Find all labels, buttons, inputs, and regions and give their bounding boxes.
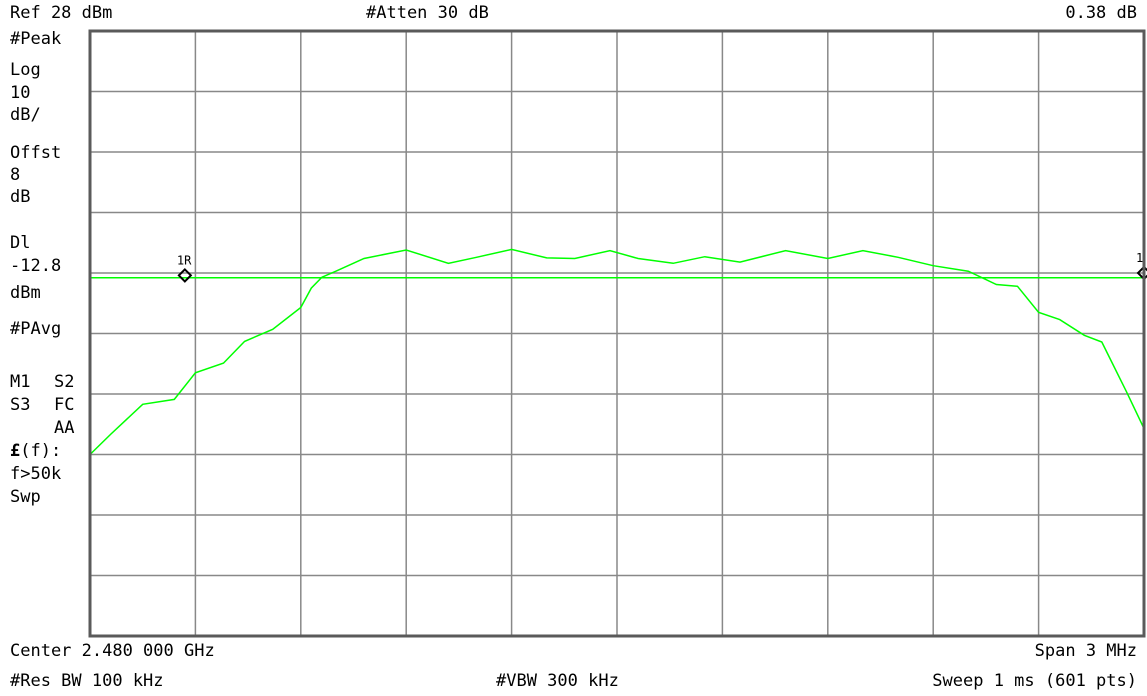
marker-delta-readout: 0.38 dB xyxy=(1065,3,1137,23)
marker-label-1: 1R xyxy=(177,253,192,267)
scale-type: Log xyxy=(10,60,41,80)
averaging-label: #PAvg xyxy=(10,319,62,339)
sweep-mode-label: Swp xyxy=(10,487,41,507)
center-frequency: Center 2.480 000 GHz xyxy=(10,641,215,661)
offset-unit: dB xyxy=(10,187,31,207)
marker-label-2: 1 xyxy=(1136,251,1143,265)
span: Span 3 MHz xyxy=(1034,641,1137,661)
aa-label: AA xyxy=(54,418,75,438)
display-line-label: Dl xyxy=(10,233,31,253)
marker-diamond-1 xyxy=(177,268,193,283)
ff-symbol: £ xyxy=(10,441,21,461)
offset-value: 8 xyxy=(10,165,21,185)
s3-label: S3 xyxy=(10,395,31,415)
s2-label: S2 xyxy=(54,372,75,392)
fc-label: FC xyxy=(54,395,75,415)
spectrum-trace xyxy=(89,248,1145,456)
m1-label: M1 xyxy=(10,372,31,392)
resolution-bandwidth: #Res BW 100 kHz xyxy=(10,671,164,691)
display-line-unit: dBm xyxy=(10,283,41,303)
ff-suffix: (f): xyxy=(20,441,62,461)
detector-label: #Peak xyxy=(10,29,62,49)
plot-grid xyxy=(90,31,1144,636)
scale-value: 10 xyxy=(10,83,31,103)
plot-frame xyxy=(88,29,1146,638)
attenuation: #Atten 30 dB xyxy=(366,3,489,23)
offset-label: Offst xyxy=(10,143,62,163)
scale-unit: dB/ xyxy=(10,105,41,125)
freq-condition: f>50k xyxy=(10,464,62,484)
sweep-time: Sweep 1 ms (601 pts) xyxy=(932,671,1137,691)
video-bandwidth: #VBW 300 kHz xyxy=(496,671,619,691)
ref-level: Ref 28 dBm xyxy=(10,3,113,23)
trace-layer xyxy=(89,248,1145,456)
ff-label: £(f): xyxy=(10,441,61,461)
display-line-value: -12.8 xyxy=(10,256,62,276)
